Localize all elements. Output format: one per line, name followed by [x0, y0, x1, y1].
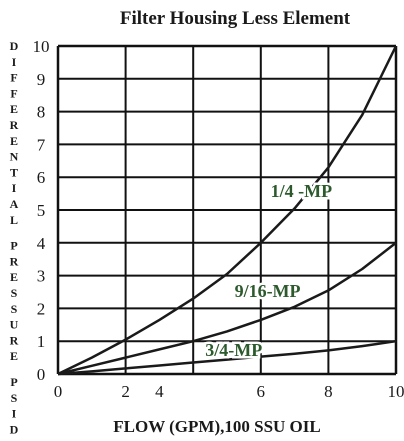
y-label-letter: I: [12, 181, 17, 195]
series-label: 3/4-MP: [205, 340, 262, 360]
y-label-letter: R: [10, 254, 19, 268]
series-group: 1/4 -MP 9/16-MP 3/4-MP: [57, 45, 398, 376]
chart-title: Filter Housing Less Element: [120, 8, 351, 29]
y-label-letter: I: [12, 55, 17, 69]
y-tick-label: 5: [37, 201, 46, 220]
x-tick-label: 6: [257, 382, 266, 401]
x-tick-label: 2: [121, 382, 130, 401]
series-line: [57, 339, 397, 376]
x-tick-label: 8: [324, 382, 333, 401]
y-tick-label: 4: [37, 234, 46, 253]
y-label-letter: E: [10, 270, 18, 284]
y-label-letter: S: [11, 391, 18, 405]
x-ticks: 0 2 4 6 8 10: [54, 382, 404, 401]
y-tick-label: 7: [37, 135, 46, 154]
y-tick-label: 6: [37, 168, 46, 187]
series-label: 1/4 -MP: [271, 181, 332, 201]
y-tick-label: 8: [37, 103, 46, 122]
x-tick-label: 10: [388, 382, 404, 401]
y-label-letter: E: [10, 349, 18, 363]
x-tick-label: 4: [155, 382, 164, 401]
y-label-letter: S: [11, 286, 18, 300]
y-label-letter: E: [10, 134, 18, 148]
plot-grid: [56, 44, 398, 376]
y-label-letter: D: [10, 422, 19, 436]
y-tick-label: 0: [37, 365, 46, 384]
y-label-letter: R: [10, 333, 19, 347]
y-label-letter: I: [12, 407, 17, 421]
series-line: [57, 45, 398, 376]
y-label-letter: F: [10, 86, 17, 100]
y-label-letter: R: [10, 118, 19, 132]
y-tick-label: 2: [37, 299, 46, 318]
y-label-letter: U: [10, 318, 19, 332]
series-label: 9/16-MP: [235, 281, 301, 301]
y-label-letter: S: [11, 302, 18, 316]
y-label-letter: E: [10, 102, 18, 116]
y-label-letter: P: [10, 239, 17, 253]
x-axis-label: FLOW (GPM),100 SSU OIL: [113, 417, 320, 436]
y-tick-label: 1: [37, 332, 46, 351]
y-label-letter: L: [10, 213, 18, 227]
y-label-letter: A: [10, 197, 19, 211]
y-label-letter: F: [10, 71, 17, 85]
y-tick-label: 3: [37, 267, 46, 286]
y-ticks: 0 1 2 3 4 5 6 7 8 9 10: [33, 37, 50, 384]
y-tick-label: 10: [33, 37, 50, 56]
y-label-letter: P: [10, 375, 17, 389]
y-tick-label: 9: [37, 70, 46, 89]
y-label-letter: D: [10, 39, 19, 53]
x-tick-label: 0: [54, 382, 63, 401]
y-label-letter: T: [10, 165, 18, 179]
y-label-letter: N: [10, 150, 19, 164]
series-line: [57, 241, 397, 376]
